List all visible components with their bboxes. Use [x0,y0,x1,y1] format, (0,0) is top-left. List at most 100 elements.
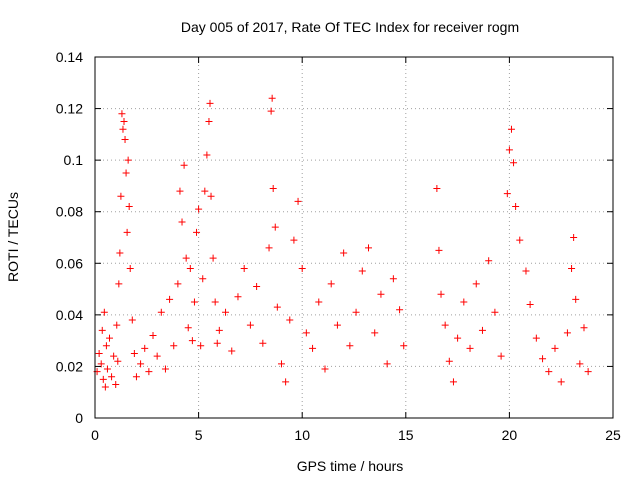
data-point [315,298,323,306]
data-point [389,275,397,283]
data-point [277,360,285,368]
data-point [454,334,462,342]
data-point [145,368,153,376]
data-point [182,254,190,262]
data-point [435,246,443,254]
data-point [222,308,230,316]
data-point [128,316,136,324]
data-point [352,308,360,316]
data-point [166,295,174,303]
data-point [119,125,127,133]
data-point [321,365,329,373]
grid-lines [95,57,613,418]
data-point [273,303,281,311]
data-point [211,298,219,306]
data-point [377,290,385,298]
data-point [110,352,118,360]
data-point [365,244,373,252]
data-point [178,218,186,226]
data-point [503,190,511,198]
data-point [269,185,277,193]
data-point [137,360,145,368]
data-point [396,306,404,314]
data-point [102,342,110,350]
data-point [259,339,267,347]
data-point [568,264,576,272]
data-point [298,264,306,272]
data-point [491,308,499,316]
data-point [383,360,391,368]
data-point [174,280,182,288]
data-point [193,228,201,236]
data-point [130,350,138,358]
y-tick-label: 0 [75,410,83,426]
data-point [449,378,457,386]
data-point [271,223,279,231]
data-point [358,267,366,275]
data-point [100,308,108,316]
data-point [246,321,254,329]
data-point [205,117,213,125]
plot-frame [94,56,614,419]
data-point [507,125,515,133]
data-point [340,249,348,257]
data-point [526,301,534,309]
data-point [576,360,584,368]
data-point [124,156,132,164]
data-point [466,344,474,352]
data-point [580,324,588,332]
data-point [114,357,122,365]
data-point [99,375,107,383]
data-point [563,329,571,337]
data-point [121,136,129,144]
y-tick-label: 0.1 [64,152,84,168]
data-point [240,264,248,272]
data-point [206,99,214,107]
data-point [201,187,209,195]
data-point [197,342,205,350]
data-point [510,159,518,167]
y-tick-label: 0.04 [56,307,83,323]
data-point [497,352,505,360]
data-point [157,308,165,316]
data-point [400,342,408,350]
y-tick-label: 0.02 [56,358,83,374]
data-point [286,316,294,324]
data-point [433,185,441,193]
data-point [333,321,341,329]
x-tick-label: 15 [398,427,414,443]
data-point [294,197,302,205]
data-point [327,280,335,288]
data-point [186,264,194,272]
data-point [115,280,123,288]
data-point [460,298,468,306]
data-point [532,334,540,342]
data-point [98,326,106,334]
data-point [213,339,221,347]
data-point [545,368,553,376]
data-point [170,342,178,350]
data-point [557,378,565,386]
x-tick-label: 20 [502,427,518,443]
data-point [485,257,493,265]
data-point [108,373,116,381]
data-point [268,94,276,102]
data-point [522,267,530,275]
data-point [437,290,445,298]
y-tick-label: 0.14 [56,49,83,65]
data-point [141,344,149,352]
x-tick-label: 10 [294,427,310,443]
data-point [120,117,128,125]
data-point [551,344,559,352]
data-point [309,344,317,352]
y-tick-label: 0.08 [56,204,83,220]
data-point [195,205,203,213]
data-point [153,352,161,360]
data-points [93,94,592,391]
data-point [516,236,524,244]
x-axis-label: GPS time / hours [297,458,404,474]
data-point [539,355,547,363]
data-point [346,342,354,350]
axis-ticks: 0 5 10 15 20 25 0 0.02 0.04 0.06 0.08 0.1 0.12 0.14 [56,49,621,443]
